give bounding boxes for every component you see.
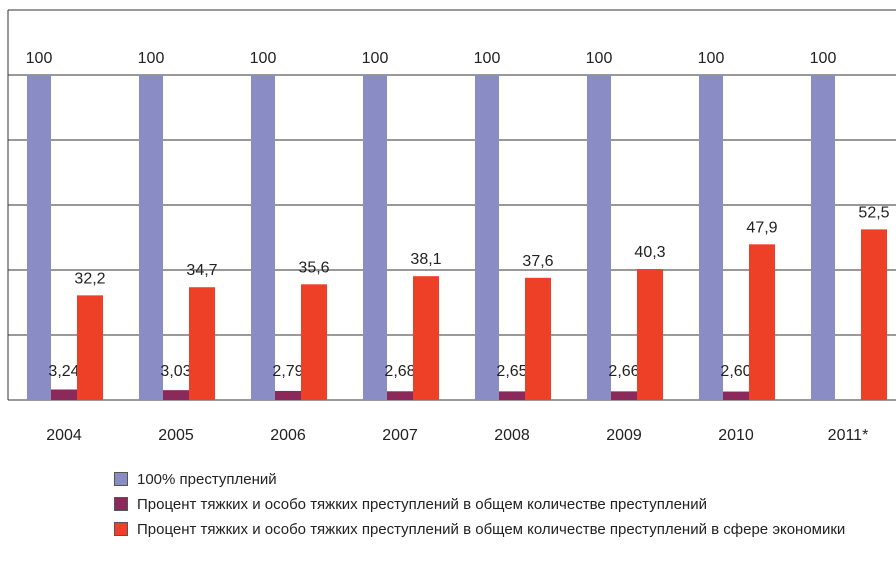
- data-label: 2,65: [496, 363, 527, 380]
- bar: [699, 75, 723, 400]
- bar: [363, 75, 387, 400]
- data-label: 100: [250, 50, 277, 67]
- bar: [587, 75, 611, 400]
- data-label: 100: [698, 50, 725, 67]
- data-label: 3,03: [160, 363, 191, 380]
- bar: [189, 287, 215, 400]
- bar: [251, 75, 275, 400]
- bar: [611, 391, 637, 400]
- data-label: 2,79: [272, 363, 303, 380]
- bar: [301, 284, 327, 400]
- legend-label: 100% преступлений: [137, 471, 277, 488]
- bar: [27, 75, 51, 400]
- x-tick-label: 2006: [270, 427, 306, 444]
- data-label: 100: [586, 50, 613, 67]
- x-tick-label: 2011*: [828, 427, 869, 444]
- bar: [77, 295, 103, 400]
- x-tick-label: 2005: [158, 427, 194, 444]
- data-label: 3,24: [48, 363, 79, 380]
- bar: [163, 390, 189, 400]
- data-label: 2,60: [720, 363, 751, 380]
- legend-swatch: [114, 522, 128, 536]
- data-label: 34,7: [186, 262, 217, 279]
- data-label: 100: [138, 50, 165, 67]
- bar: [499, 391, 525, 400]
- chart: 2004 100 3,24 32,2 2005 100 3,03 34,7 2006 100 2,7…: [7, 9, 896, 444]
- legend-item: 100% преступлений: [114, 470, 854, 489]
- legend-label: Процент тяжких и особо тяжких преступлен…: [137, 521, 846, 538]
- legend-item: Процент тяжких и особо тяжких преступлен…: [114, 520, 854, 539]
- bar: [723, 391, 749, 400]
- data-label: 32,2: [74, 270, 105, 287]
- x-tick-label: 2008: [494, 427, 530, 444]
- x-tick-label: 2007: [382, 427, 418, 444]
- bar: [51, 389, 77, 400]
- data-label: 100: [26, 50, 53, 67]
- legend-swatch: [114, 472, 128, 486]
- data-label: 37,6: [522, 253, 553, 270]
- data-label: 2,66: [608, 363, 639, 380]
- data-label: 38,1: [410, 251, 441, 268]
- legend: 100% преступлений Процент тяжких и особо …: [114, 470, 854, 545]
- legend-label: Процент тяжких и особо тяжких преступлен…: [137, 496, 707, 513]
- data-label: 40,3: [634, 244, 665, 261]
- bar: [861, 229, 887, 400]
- bar: [475, 75, 499, 400]
- data-label: 100: [474, 50, 501, 67]
- bar: [637, 269, 663, 400]
- data-label: 100: [362, 50, 389, 67]
- x-tick-label: 2004: [46, 427, 82, 444]
- bar: [387, 391, 413, 400]
- data-label: 35,6: [298, 259, 329, 276]
- data-label: 47,9: [746, 219, 777, 236]
- bar: [811, 75, 835, 400]
- legend-swatch: [114, 497, 128, 511]
- bar: [525, 277, 551, 400]
- bar: [413, 276, 439, 400]
- bar: [275, 390, 301, 400]
- x-tick-label: 2009: [606, 427, 642, 444]
- x-tick-label: 2010: [718, 427, 754, 444]
- legend-item: Процент тяжких и особо тяжких преступлен…: [114, 495, 854, 514]
- bar: [139, 75, 163, 400]
- data-label: 100: [810, 50, 837, 67]
- data-label: 52,5: [858, 204, 889, 221]
- bar: [749, 244, 775, 400]
- data-label: 2,68: [384, 363, 415, 380]
